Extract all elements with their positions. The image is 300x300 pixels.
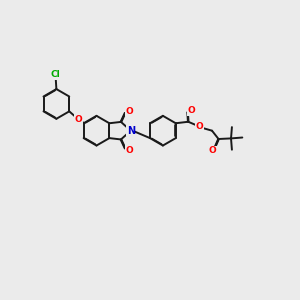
Text: O: O bbox=[125, 107, 133, 116]
Text: N: N bbox=[127, 126, 135, 136]
Text: O: O bbox=[208, 146, 216, 155]
Text: O: O bbox=[188, 106, 195, 115]
Text: O: O bbox=[75, 115, 83, 124]
Text: Cl: Cl bbox=[51, 70, 61, 79]
Text: O: O bbox=[196, 122, 203, 131]
Text: O: O bbox=[125, 146, 133, 154]
